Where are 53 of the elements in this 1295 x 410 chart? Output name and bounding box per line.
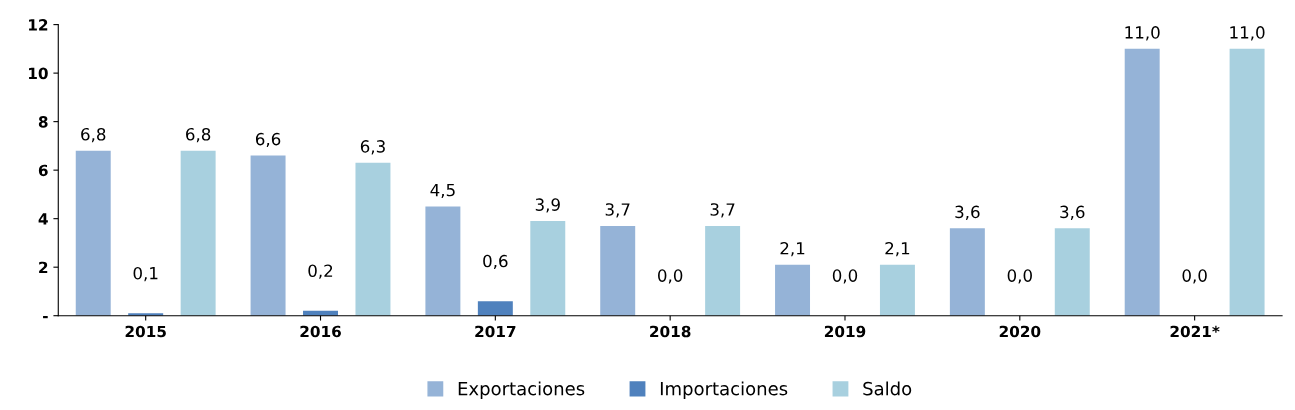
y-tick-label: -	[43, 316, 48, 319]
data-label: 0,0	[658, 269, 683, 284]
legend-label: Saldo	[863, 381, 912, 396]
y-tick-label: 8	[38, 116, 48, 128]
x-tick-label: 2016	[300, 325, 341, 338]
data-label: 3,7	[605, 203, 630, 218]
bar	[1229, 48, 1265, 316]
x-tick-label: 2018	[650, 325, 691, 338]
bar	[705, 225, 741, 316]
data-label: 0,6	[483, 254, 508, 270]
bar	[1054, 228, 1090, 316]
y-tick-label: 6	[38, 164, 48, 177]
legend-label: Importaciones	[660, 381, 788, 399]
bar	[180, 150, 216, 316]
data-label: 3,6	[1060, 205, 1085, 220]
data-label: 0,2	[308, 264, 333, 279]
data-label: 0,1	[133, 266, 158, 282]
x-tick-label: 2020	[999, 325, 1041, 338]
data-label: 6,3	[360, 140, 385, 155]
data-label: 3,9	[535, 198, 560, 213]
data-label: 6,6	[255, 132, 281, 148]
data-label: 3,6	[955, 205, 980, 220]
bar	[530, 221, 566, 316]
x-tick-label: 2021*	[1170, 325, 1220, 338]
y-tick-label: 4	[38, 213, 48, 225]
y-tick-label: 2	[39, 261, 48, 273]
data-label: 3,7	[710, 203, 735, 218]
data-label: 2,1	[885, 241, 910, 257]
bar	[600, 225, 636, 316]
data-label: 0,0	[832, 269, 858, 284]
bar	[355, 162, 391, 316]
data-label: 0,0	[1182, 269, 1207, 284]
data-label: 6,8	[186, 127, 211, 143]
data-label: 0,0	[1007, 269, 1032, 284]
y-tick-label: 12	[29, 19, 48, 31]
bar	[75, 150, 111, 316]
data-label: 6,8	[81, 127, 106, 143]
bar	[477, 301, 513, 316]
x-tick-label: 2017	[475, 325, 516, 338]
x-tick-label: 2015	[125, 325, 166, 338]
data-label: 2,1	[780, 241, 805, 257]
bar	[949, 228, 985, 316]
y-tick-label: 10	[29, 67, 48, 80]
bar	[1124, 48, 1160, 316]
legend-label: Exportaciones	[458, 381, 585, 399]
data-label: 4,5	[430, 183, 455, 199]
data-label: 11,0	[1125, 26, 1160, 41]
bar	[775, 264, 811, 316]
x-tick-label: 2019	[824, 325, 866, 338]
data-label: 11,0	[1230, 26, 1265, 41]
bar	[879, 264, 915, 316]
bar	[250, 155, 286, 316]
bar	[425, 206, 461, 316]
